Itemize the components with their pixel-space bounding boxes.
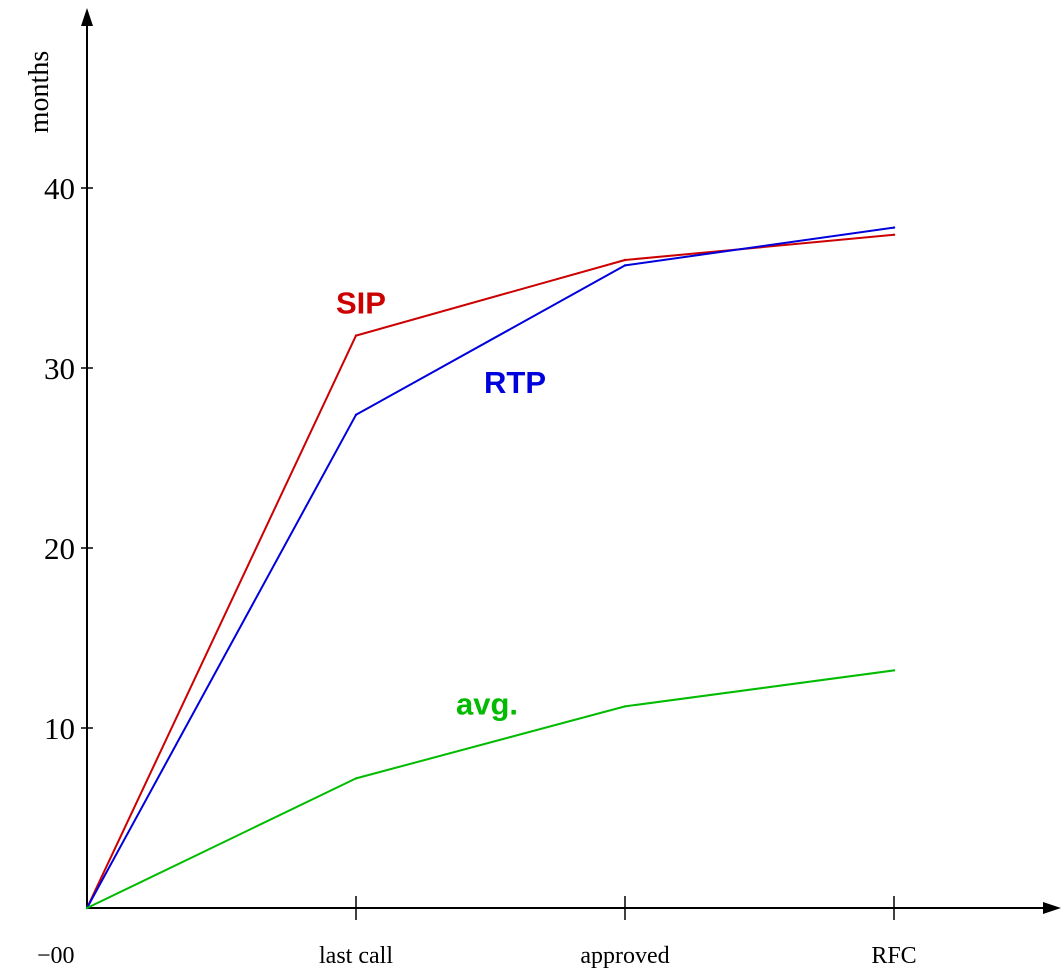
- series-label-sip: SIP: [336, 286, 386, 321]
- x-tick-label-0: −00: [37, 943, 75, 969]
- x-tick-label-2: approved: [580, 943, 669, 969]
- data-point-rtp-3: [892, 226, 896, 229]
- data-point-avg-1: [354, 777, 358, 780]
- series-line-sip: [86, 233, 895, 909]
- y-tick-label-40: 40: [44, 171, 75, 206]
- series-labels: SIP RTP avg.: [336, 286, 546, 722]
- x-ticks: −00 last call approved RFC: [37, 896, 917, 969]
- y-ticks: 10 20 30 40: [44, 171, 93, 746]
- data-point-sip-3: [892, 233, 896, 236]
- y-axis: [81, 8, 93, 908]
- data-point-avg-2: [623, 705, 627, 708]
- y-tick-label-30: 30: [44, 351, 75, 386]
- series-label-rtp: RTP: [484, 365, 546, 400]
- y-axis-title: months: [24, 51, 55, 133]
- x-tick-label-1: last call: [319, 943, 393, 969]
- data-point-rtp-2: [623, 264, 627, 267]
- data-point-rtp-1: [354, 413, 358, 416]
- x-axis: [87, 902, 1061, 914]
- series-label-avg: avg.: [456, 686, 518, 721]
- data-point-avg-3: [892, 669, 896, 672]
- series-line-rtp: [86, 226, 895, 909]
- data-point-sip-1: [354, 334, 358, 337]
- data-point-avg-0: [85, 906, 89, 910]
- x-axis-arrow-icon: [1043, 902, 1061, 914]
- series-group: [85, 226, 896, 910]
- series-line-avg: [86, 669, 895, 909]
- y-tick-label-20: 20: [44, 531, 75, 566]
- x-tick-label-3: RFC: [871, 943, 916, 969]
- y-axis-arrow-icon: [81, 8, 93, 26]
- data-point-sip-2: [623, 258, 627, 262]
- y-tick-label-10: 10: [44, 711, 75, 746]
